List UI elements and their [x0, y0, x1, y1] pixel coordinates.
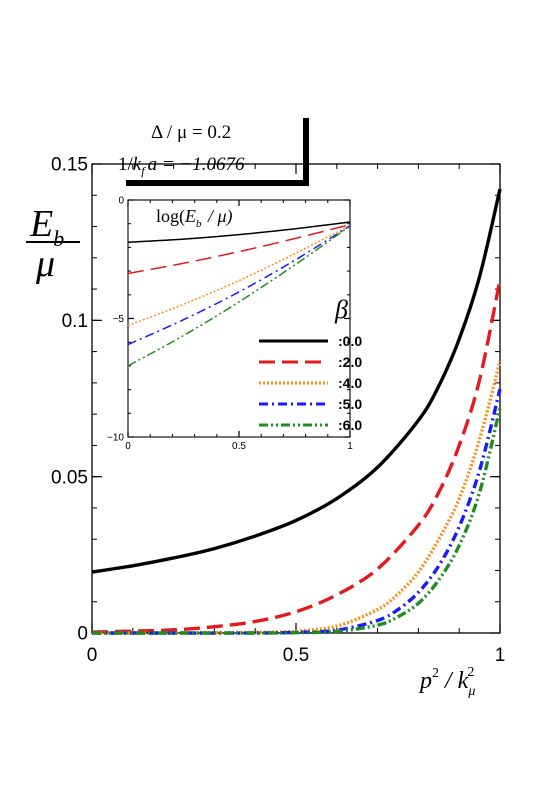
main-series-6-0	[92, 407, 502, 635]
inset-background	[128, 196, 352, 438]
inset-y-tick-label: 0	[118, 196, 124, 207]
main-x-tick-label: 0	[87, 645, 98, 666]
inset-x-tick-label: 0.5	[232, 441, 246, 452]
inset-series-6-0	[127, 225, 351, 367]
main-y-tick-label: 0.15	[51, 155, 88, 176]
x-axis-label: p2 / kμ2	[418, 665, 475, 699]
y-axis-label: Eb μ	[26, 203, 80, 285]
kfa-parameter: 1/kf a = −1.0676	[118, 154, 245, 178]
inset-y-tick-label: −10	[107, 433, 124, 444]
legend-items: :0.0 :2.0 :4.0 :5.0 :6.0	[259, 333, 362, 433]
inset-x-tick-label: 0	[125, 441, 131, 452]
inset-ylabel: log(Eb / μ)	[156, 206, 233, 230]
legend-label-5-0: :5.0	[338, 396, 362, 412]
main-series-0-0	[91, 188, 502, 574]
inset-series-2-0	[127, 223, 351, 275]
inset-series-0-0	[127, 221, 351, 243]
main-ticks: 0 0.5 1 0 0.05 0.1 0.15	[51, 155, 505, 666]
delta-parameter: Δ / μ = 0.2	[151, 122, 231, 143]
main-x-tick-label: 1	[495, 645, 506, 666]
main-series-2-0	[91, 279, 502, 634]
y-label-denominator: μ	[35, 243, 55, 285]
main-y-tick-label: 0	[77, 624, 88, 645]
inset-x-tick-label: 1	[347, 441, 353, 452]
y-label-numerator: Eb	[29, 203, 64, 251]
main-y-tick-label: 0.1	[62, 311, 88, 332]
inset-series	[127, 221, 351, 367]
main-x-tick-label: 0.5	[283, 645, 309, 666]
legend-label-0-0: :0.0	[338, 333, 362, 349]
legend-label-6-0: :6.0	[338, 417, 362, 433]
legend-label-4-0: :4.0	[338, 375, 362, 391]
legend: β :0.0 :2.0 :4.0 :5.0 :6.0	[259, 295, 362, 433]
inset-ticks: 0 0.5 1 0 −5 −10	[107, 196, 353, 453]
inset-y-tick-label: −5	[113, 314, 125, 325]
legend-label-2-0: :2.0	[338, 354, 362, 370]
parameter-box: Δ / μ = 0.2 1/kf a = −1.0676	[118, 118, 309, 186]
main-series	[91, 188, 502, 635]
inset-series-5-0	[127, 225, 351, 346]
legend-title: β	[334, 295, 348, 324]
main-y-tick-label: 0.05	[51, 467, 88, 488]
inset-series-4-0	[127, 224, 351, 327]
